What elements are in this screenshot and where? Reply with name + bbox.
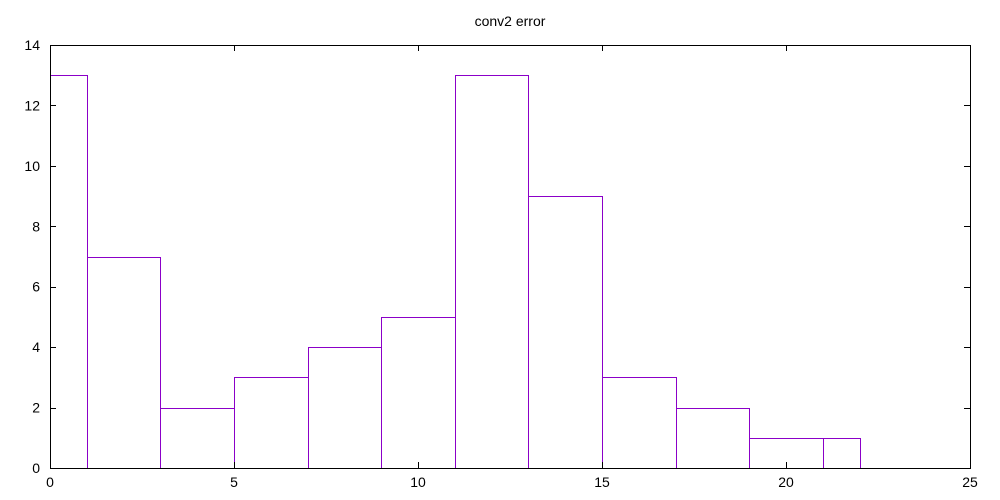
histogram-bar: [676, 408, 750, 469]
histogram-bar: [602, 377, 677, 469]
y-tick-label: 2: [32, 400, 40, 416]
ticks-group: 0 5 10 15 20 25 0 2 4 6 8 10 12 14: [24, 37, 978, 490]
bars-group: [50, 75, 861, 469]
x-tick-label: 20: [778, 474, 794, 490]
x-tick-label: 5: [230, 474, 238, 490]
x-tick-label: 25: [962, 474, 978, 490]
y-tick-label: 4: [32, 339, 40, 355]
y-tick-label: 12: [24, 97, 40, 113]
y-tick-label: 14: [24, 37, 40, 53]
histogram-bar: [87, 257, 161, 469]
x-tick-label: 10: [410, 474, 426, 490]
y-tick-label: 10: [24, 158, 40, 174]
histogram-bar: [381, 317, 456, 469]
histogram-bar: [160, 408, 235, 469]
histogram-bar: [823, 438, 861, 469]
histogram-bar: [308, 347, 382, 469]
histogram-bar: [50, 75, 88, 469]
y-tick-label: 6: [32, 279, 40, 295]
histogram-bar: [234, 377, 309, 469]
x-tick-label: 0: [46, 474, 54, 490]
y-tick-label: 8: [32, 218, 40, 234]
y-tick-label: 0: [32, 460, 40, 476]
chart-title: conv2 error: [475, 13, 546, 29]
histogram-bar: [528, 196, 603, 469]
plot-frame: [50, 45, 971, 469]
x-tick-label: 15: [594, 474, 610, 490]
histogram-bar: [455, 75, 529, 469]
